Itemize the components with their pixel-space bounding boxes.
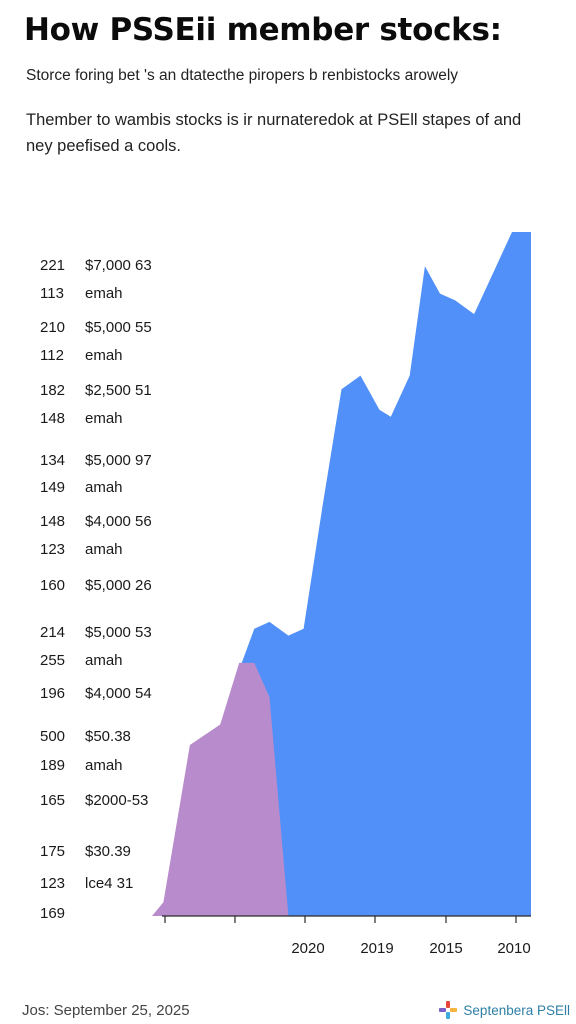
y-axis-label: 500: [40, 728, 65, 745]
y-axis-label: 123: [40, 541, 65, 558]
y-axis-label: 214: [40, 624, 65, 641]
y-axis-value-label: amah: [85, 541, 123, 558]
y-axis-value-label: amah: [85, 757, 123, 774]
y-axis-value-label: $30.39: [85, 843, 131, 860]
y-axis-value-label: $5,000 53: [85, 624, 152, 641]
description-line: ney peefised a cools.: [26, 137, 182, 155]
y-axis-value-label: $50.38: [85, 728, 131, 745]
y-axis-label: 210: [40, 319, 65, 336]
y-axis-label: 255: [40, 652, 65, 669]
y-axis-label: 196: [40, 685, 65, 702]
y-axis-label: 189: [40, 757, 65, 774]
y-axis-label: 123: [40, 875, 65, 892]
y-axis-value-label: $2,500 51: [85, 382, 152, 399]
y-axis-label: 112: [40, 347, 64, 364]
y-axis-label: 148: [40, 410, 65, 427]
chart-description: Thember to wambis stocks is ir nurnatere…: [26, 107, 546, 159]
x-axis-tick-label: 2020: [291, 940, 324, 957]
y-axis-label: 165: [40, 792, 65, 809]
chart-subtitle: Storce foring bet 's an dtatecthe pirope…: [26, 67, 459, 84]
y-axis-label: 149: [40, 479, 65, 496]
y-axis-value-label: emah: [85, 410, 123, 427]
y-axis-label: 221: [40, 257, 65, 274]
y-axis-value-label: lce4 31: [85, 875, 133, 892]
y-axis-label: 175: [40, 843, 65, 860]
y-axis-value-label: amah: [85, 479, 123, 496]
footer-brand: Septenbera PSEll: [437, 999, 570, 1021]
y-axis-label: 113: [40, 285, 64, 302]
y-axis-label: 148: [40, 513, 65, 530]
y-axis-value-label: $4,000 56: [85, 513, 152, 530]
chart-title: How PSSEii member stocks:: [24, 12, 502, 48]
y-axis-label: 134: [40, 452, 65, 469]
x-axis-tick-label: 2019: [360, 940, 393, 957]
y-axis-label: 182: [40, 382, 65, 399]
area-series-2: [152, 662, 531, 916]
y-axis-value-label: $7,000 63: [85, 257, 152, 274]
y-axis-value-label: $4,000 54: [85, 685, 152, 702]
brand-logo-icon: [439, 1001, 458, 1019]
y-axis-value-label: emah: [85, 285, 123, 302]
y-axis-value-label: $5,000 55: [85, 319, 152, 336]
y-axis-value-label: $5,000 26: [85, 577, 152, 594]
y-axis-value-label: $5,000 97: [85, 452, 152, 469]
footer-date: Jos: September 25, 2025: [22, 1002, 190, 1019]
description-line: Thember to wambis stocks is ir nurnatere…: [26, 111, 522, 129]
y-axis-value-label: amah: [85, 652, 123, 669]
y-axis-value-label: $2000-53: [85, 792, 148, 809]
y-axis-label: 160: [40, 577, 65, 594]
y-axis-label: 169: [40, 905, 65, 922]
y-axis-value-label: emah: [85, 347, 123, 364]
brand-name: Septenbera PSEll: [463, 1002, 570, 1018]
x-axis-tick-label: 2015: [429, 940, 462, 957]
x-axis-tick-label: 2010: [497, 940, 530, 957]
